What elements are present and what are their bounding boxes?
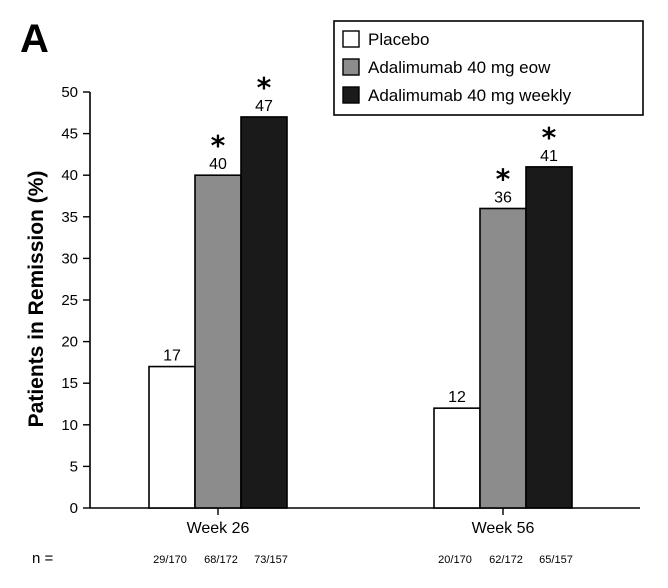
legend-label: Adalimumab 40 mg eow	[368, 58, 551, 77]
y-tick-label: 30	[61, 250, 78, 267]
value-label: 40	[209, 156, 227, 173]
legend-swatch	[342, 30, 360, 48]
bar-week56-series-1	[479, 207, 527, 509]
y-tick-label: 10	[61, 417, 78, 434]
bars	[148, 116, 573, 509]
y-tick-label: 0	[70, 500, 78, 517]
y-axis: 0 5 10 15 20 25 30 35 40 45 50	[61, 84, 91, 517]
y-tick-label: 35	[61, 209, 78, 226]
legend-label: Adalimumab 40 mg weekly	[368, 86, 572, 105]
bar-week56-series-2	[525, 166, 573, 509]
n-counts: 29/170 68/172 73/157 20/170 62/172 65/157	[153, 554, 573, 566]
legend-box	[333, 20, 644, 116]
n-count: 29/170	[153, 554, 187, 566]
bar-week26-series-0	[148, 365, 196, 509]
category-labels: Week 26 Week 56	[187, 520, 535, 537]
significance-star: *	[211, 129, 226, 162]
y-tick-label: 15	[61, 375, 78, 392]
y-tick-label: 5	[70, 458, 78, 475]
category-label: Week 56	[472, 520, 535, 537]
n-count: 20/170	[438, 554, 472, 566]
n-count: 62/172	[489, 554, 523, 566]
legend-swatch	[342, 58, 360, 76]
y-axis-title: Patients in Remission (%)	[25, 171, 48, 428]
bar-week56-series-0	[433, 407, 481, 509]
value-label: 41	[540, 148, 558, 165]
legend: Placebo Adalimumab 40 mg eow Adalimumab 40…	[333, 20, 644, 116]
significance-star: *	[257, 71, 272, 104]
y-tick-label: 50	[61, 84, 78, 101]
bar-week26-series-1	[194, 174, 242, 509]
panel-letter: A	[20, 17, 49, 61]
y-tick-label: 25	[61, 292, 78, 309]
legend-label: Placebo	[368, 30, 429, 49]
n-count: 73/157	[254, 554, 288, 566]
n-label: n =	[32, 550, 54, 567]
significance-star: *	[542, 121, 557, 154]
value-label: 12	[448, 389, 466, 406]
value-label: 17	[163, 348, 181, 365]
bar-week26-series-2	[240, 116, 288, 509]
y-tick-label: 40	[61, 167, 78, 184]
legend-swatch	[342, 86, 360, 104]
category-label: Week 26	[187, 520, 250, 537]
n-count: 65/157	[539, 554, 573, 566]
n-count: 68/172	[204, 554, 238, 566]
value-label: 36	[494, 189, 512, 206]
y-tick-label: 45	[61, 126, 78, 143]
value-label: 47	[255, 98, 273, 115]
y-tick-label: 20	[61, 334, 78, 351]
significance-star: *	[496, 162, 511, 195]
x-axis	[90, 507, 640, 515]
